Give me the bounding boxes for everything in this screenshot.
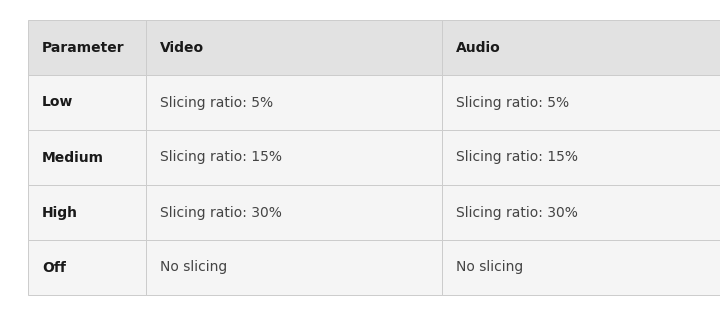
Text: Slicing ratio: 15%: Slicing ratio: 15% [160,150,282,164]
Text: Off: Off [42,261,66,274]
Bar [146,130,442,185]
Text: Audio: Audio [456,40,500,55]
Text: Medium: Medium [42,150,104,164]
Text: High: High [42,206,78,219]
Text: No slicing: No slicing [160,261,228,274]
Bar [146,240,442,295]
Text: Slicing ratio: 30%: Slicing ratio: 30% [160,206,282,219]
Text: Slicing ratio: 30%: Slicing ratio: 30% [456,206,578,219]
Bar [442,130,720,185]
Text: Parameter: Parameter [42,40,125,55]
Text: Slicing ratio: 15%: Slicing ratio: 15% [456,150,578,164]
Bar [28,20,146,75]
Text: Video: Video [160,40,204,55]
Text: Slicing ratio: 5%: Slicing ratio: 5% [160,95,273,110]
Bar [442,185,720,240]
Bar [442,240,720,295]
Bar [442,20,720,75]
Bar [442,75,720,130]
Bar [28,185,146,240]
Bar [28,240,146,295]
Text: Slicing ratio: 5%: Slicing ratio: 5% [456,95,569,110]
Bar [146,185,442,240]
Bar [146,75,442,130]
Bar [28,75,146,130]
Bar [146,20,442,75]
Text: Low: Low [42,95,73,110]
Bar [28,130,146,185]
Text: No slicing: No slicing [456,261,523,274]
